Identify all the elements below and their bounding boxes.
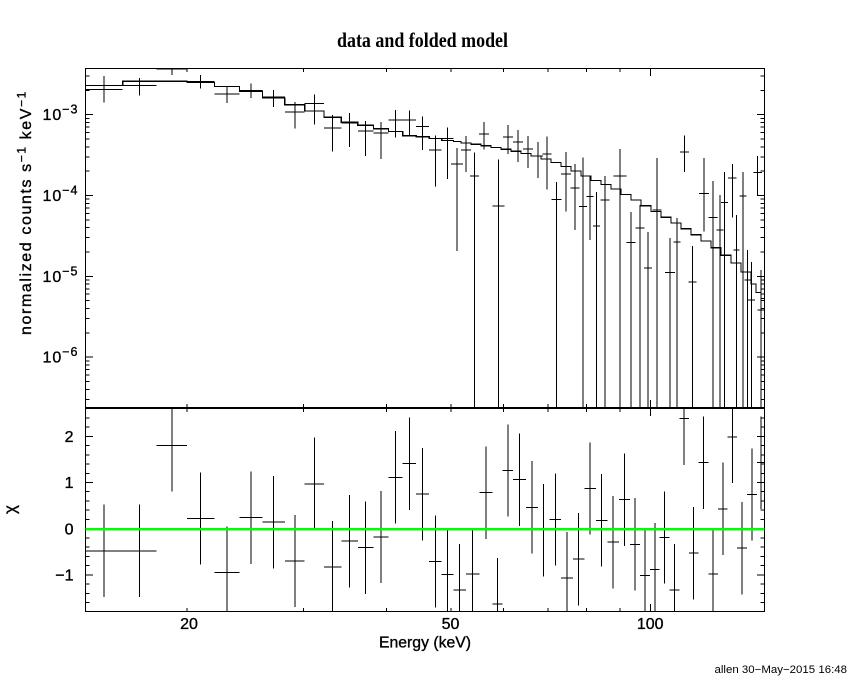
svg-text:100: 100 xyxy=(637,616,664,633)
svg-text:0: 0 xyxy=(65,521,74,538)
svg-text:Energy (keV): Energy (keV) xyxy=(379,635,471,652)
svg-text:data and folded model: data and folded model xyxy=(337,28,508,52)
svg-text:allen 30−May−2015 16:48: allen 30−May−2015 16:48 xyxy=(715,664,848,676)
svg-text:normalized counts s−1 keV−1: normalized counts s−1 keV−1 xyxy=(15,90,36,335)
svg-text:2: 2 xyxy=(65,429,74,446)
svg-text:1: 1 xyxy=(65,475,74,492)
svg-text:χ: χ xyxy=(1,505,20,514)
svg-text:50: 50 xyxy=(442,616,460,633)
svg-text:−1: −1 xyxy=(55,568,73,585)
svg-text:20: 20 xyxy=(180,616,198,633)
